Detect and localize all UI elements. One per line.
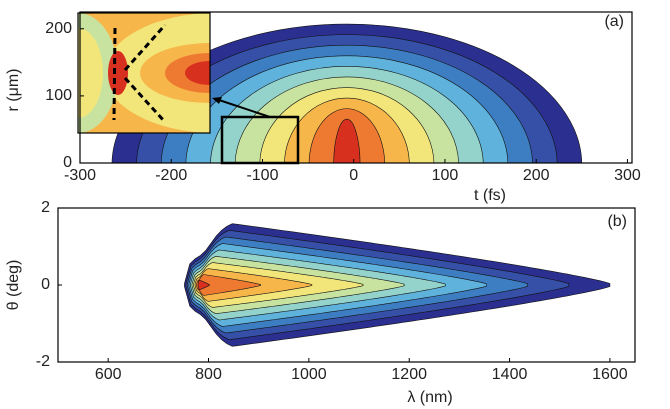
x-tick-label: 800 xyxy=(195,366,222,383)
contour-a xyxy=(111,23,583,163)
y-tick-label: 100 xyxy=(45,87,72,104)
y-tick-label: -2 xyxy=(36,353,50,370)
contour-band xyxy=(197,279,210,291)
arrow-head xyxy=(212,97,222,104)
x-tick-label: -300 xyxy=(64,167,96,184)
y-tick-label: 200 xyxy=(45,20,72,37)
x-tick-label: -200 xyxy=(155,167,187,184)
y-tick-label: 0 xyxy=(63,154,72,171)
x-tick-label: 1200 xyxy=(391,366,427,383)
inset-frame xyxy=(77,12,211,134)
x-tick-label: 600 xyxy=(95,366,122,383)
contour-b xyxy=(184,223,611,347)
contour-band xyxy=(333,118,361,163)
contour-band xyxy=(196,274,262,296)
x-tick-label: 1000 xyxy=(291,366,327,383)
x-tick-label: 1400 xyxy=(492,366,528,383)
y-tick-label: 2 xyxy=(41,199,50,216)
x-tick-label: 0 xyxy=(349,167,358,184)
x-axis-label: t (fs) xyxy=(474,187,506,204)
x-tick-label: 300 xyxy=(614,167,641,184)
frame-a xyxy=(79,11,633,164)
panel-label: (a) xyxy=(604,13,624,30)
panel-label: (b) xyxy=(607,213,627,230)
x-tick-label: 1600 xyxy=(592,366,628,383)
x-tick-label: 100 xyxy=(432,167,459,184)
x-tick-label: -100 xyxy=(246,167,278,184)
y-axis-label: θ (deg) xyxy=(5,260,22,311)
x-axis-label: λ (nm) xyxy=(407,389,452,406)
x-tick-label: 200 xyxy=(523,167,550,184)
y-tick-label: 0 xyxy=(41,276,50,293)
arrow xyxy=(215,98,271,118)
inset xyxy=(78,13,210,133)
y-axis-label: r (μm) xyxy=(5,69,22,112)
